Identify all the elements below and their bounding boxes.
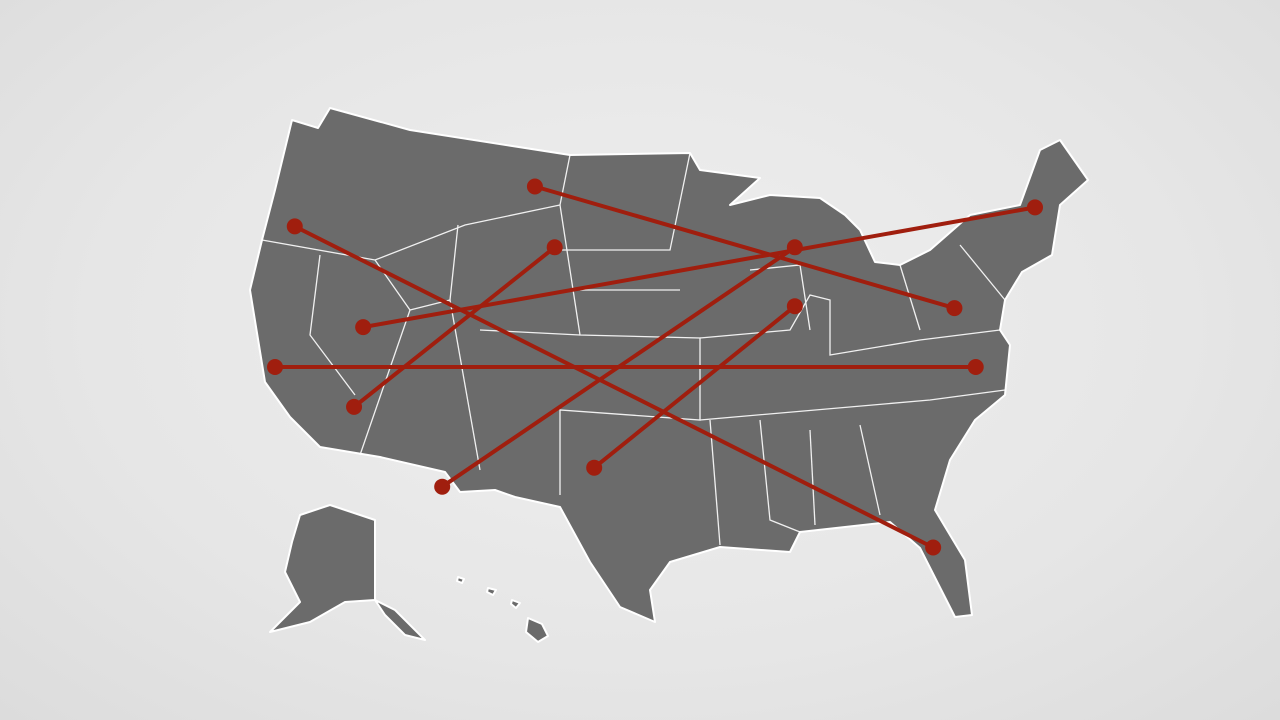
route-start-point [355,319,372,336]
route-end-point [946,300,963,317]
hawaii [456,576,549,643]
route-end-point [1027,199,1043,216]
route-start-point [286,218,303,235]
route-end-point [346,398,363,415]
route-start-point [267,359,283,375]
route-end-point [967,359,984,375]
land [249,107,1089,643]
route-line [362,205,1036,330]
route-end-point [586,459,603,476]
route-line [293,224,935,550]
route-end-point [434,478,451,495]
route-start-point [786,239,803,256]
alaska-panhandle [374,599,426,641]
route-end-point [925,539,942,556]
route-line [534,184,955,311]
route-start-point [546,239,563,256]
route-line [592,304,797,470]
routes [267,178,1043,556]
route-line [352,245,556,409]
alaska [269,504,376,633]
route-start-point [786,298,803,315]
route-start-point [526,178,543,195]
route-line [441,245,796,489]
